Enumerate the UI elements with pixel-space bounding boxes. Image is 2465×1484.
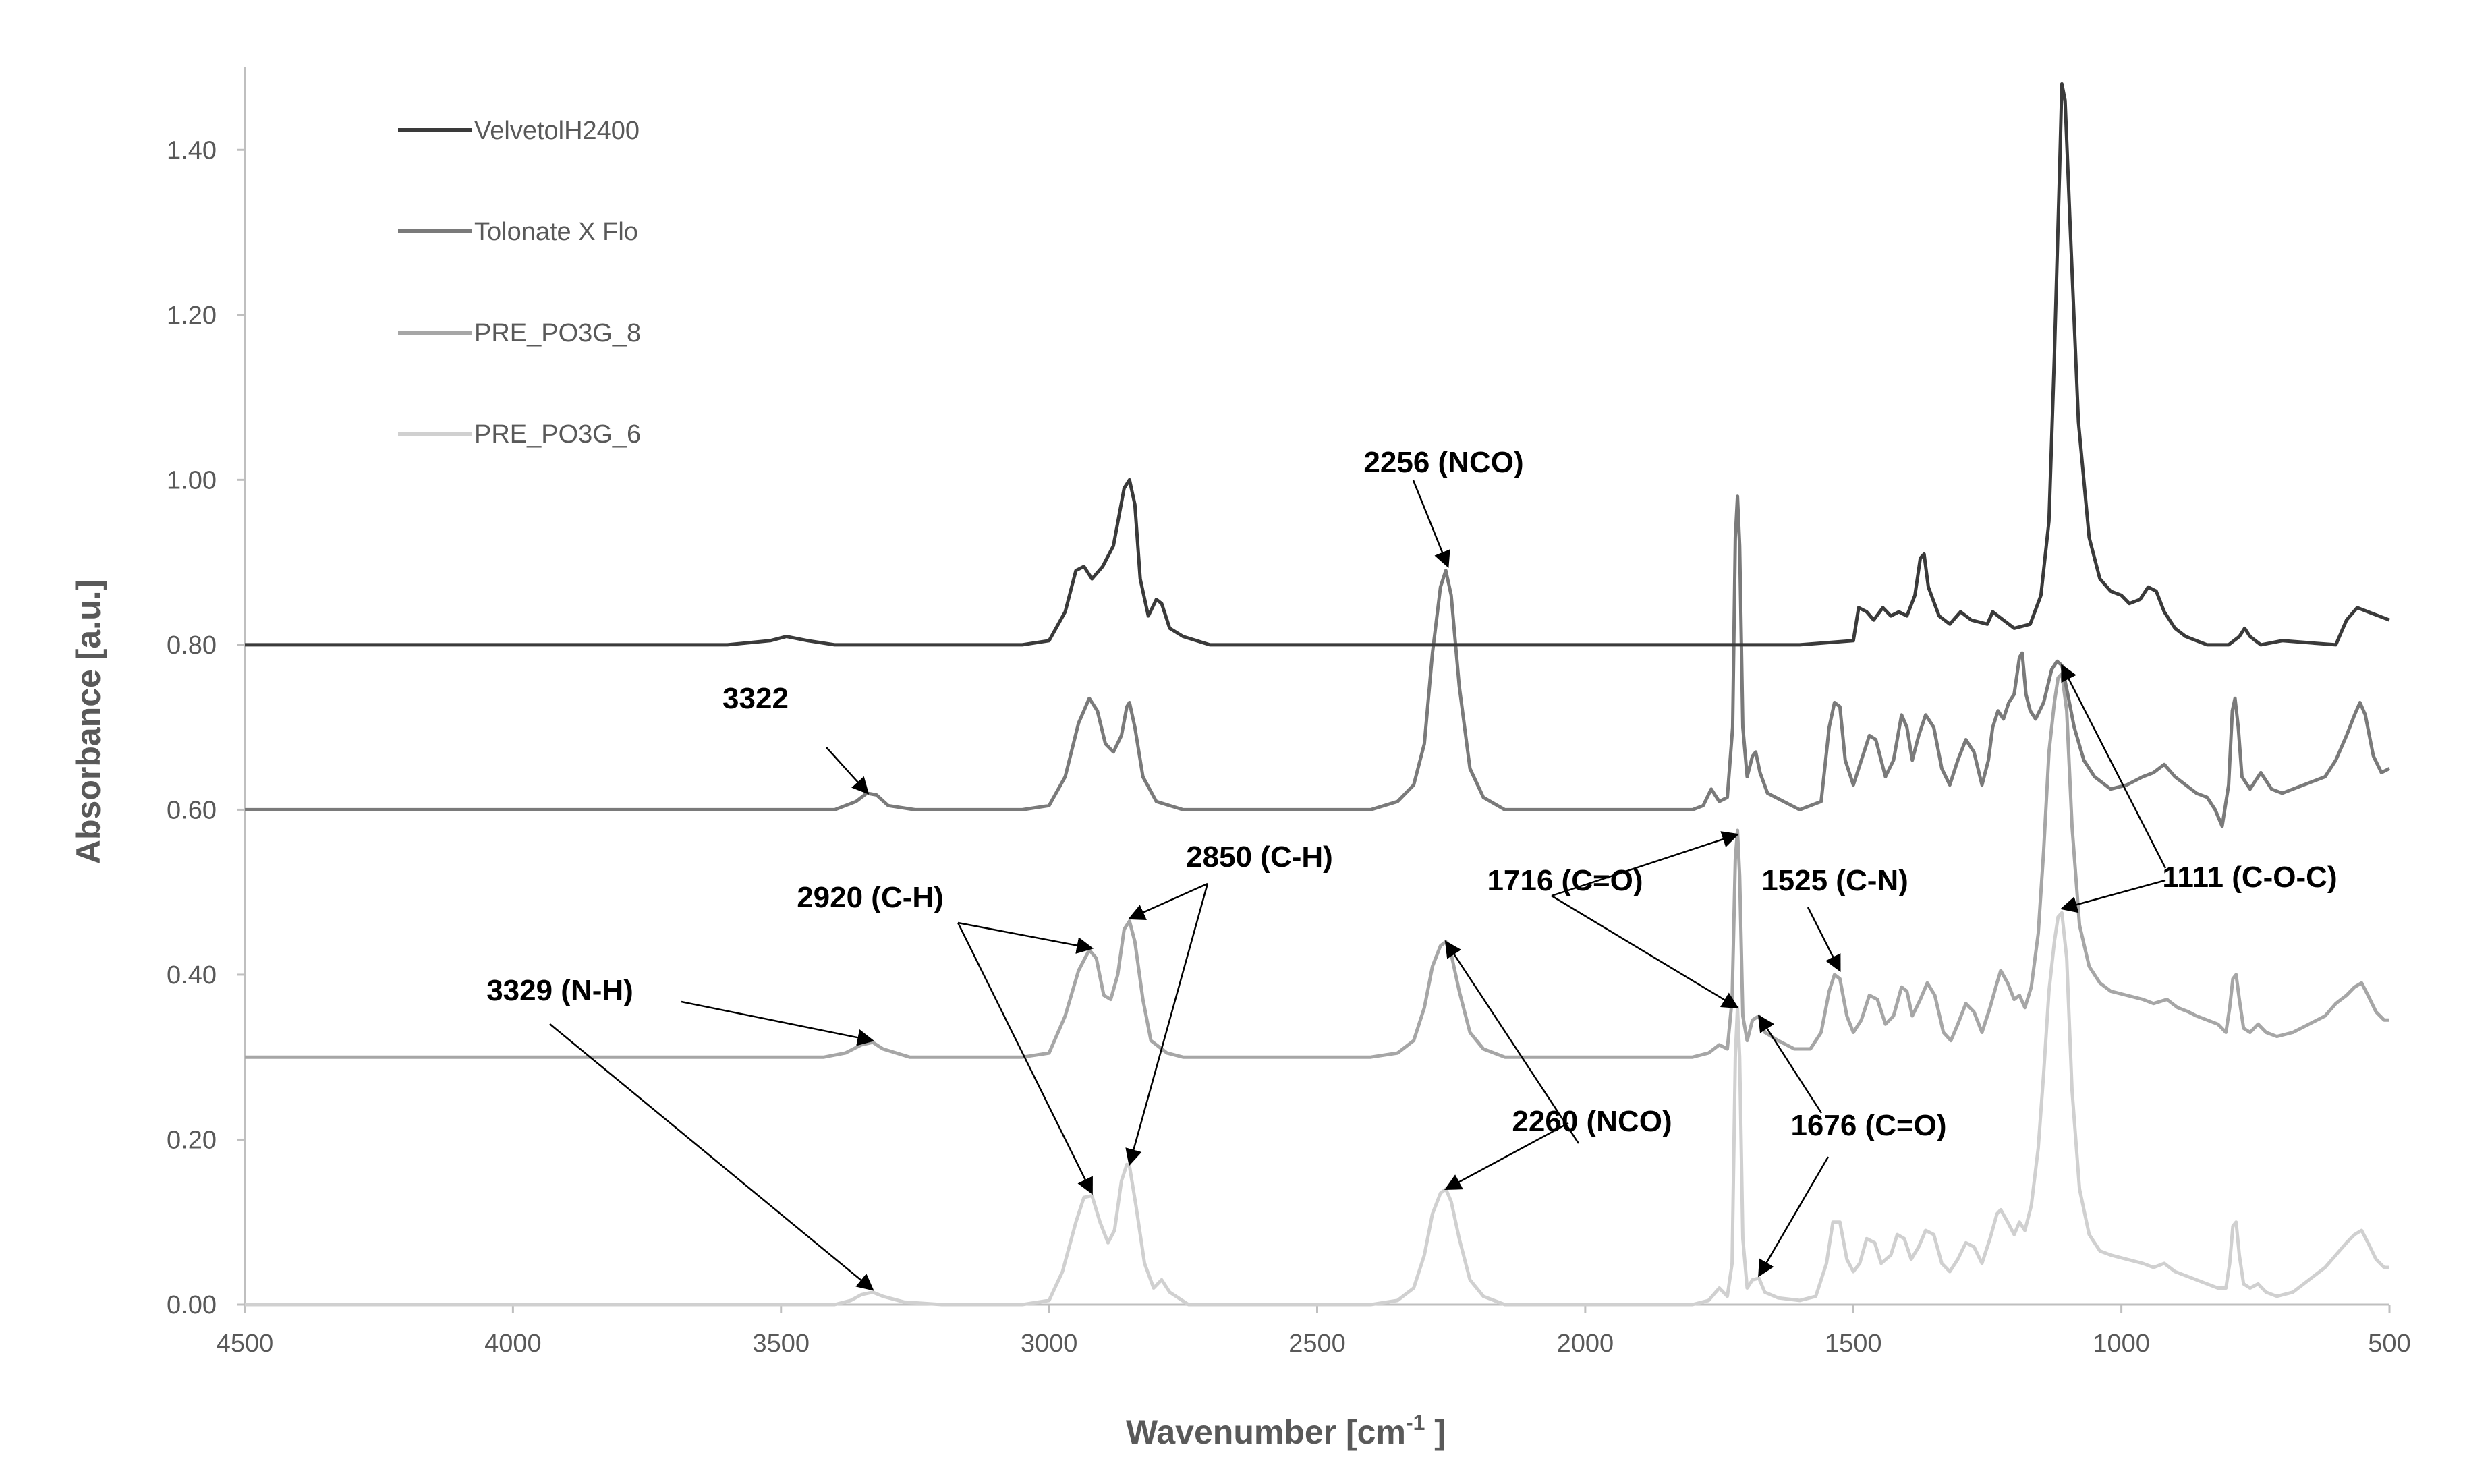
annotation-arrow <box>1412 480 1450 569</box>
x-axis-title-close: ] <box>1425 1413 1446 1451</box>
y-tick-label: 0.80 <box>167 631 217 660</box>
x-axis-title-main: Wavenumber [cm <box>1126 1413 1406 1451</box>
annotation-arrow <box>826 747 870 795</box>
series-line-tolonate-x-flo <box>245 494 2391 828</box>
annotation-label: 3322 <box>722 682 789 715</box>
annotation-arrow <box>1444 940 1580 1144</box>
series-line-pre-po3g-8 <box>245 672 2389 1059</box>
annotation-arrow <box>1807 907 1841 973</box>
annotation-label: 2850 (C-H) <box>1186 840 1333 874</box>
y-tick-label: 0.20 <box>167 1126 217 1154</box>
y-tick-label: 0.60 <box>167 796 217 824</box>
annotation-layer: 2256 (NCO) 3322 2920 (C-H) 2850 (C-H) 3329 (… <box>486 446 2338 1291</box>
annotation-label: 2260 (NCO) <box>1512 1105 1672 1138</box>
legend: VelvetolH2400 Tolonate X Flo PRE_PO3G_8 PRE… <box>398 117 641 449</box>
annotation-label: 1716 (C=O) <box>1487 864 1643 897</box>
annotation-label: 1676 (C=O) <box>1790 1109 1946 1142</box>
x-axis-title: Wavenumber [cm-1 ] <box>1126 1410 1446 1451</box>
annotation-arrow <box>1551 894 1739 1009</box>
annotation-arrow <box>1444 1122 1569 1191</box>
y-tick-label: 1.20 <box>167 302 217 330</box>
series-line-pre-po3g-6 <box>245 911 2389 1307</box>
legend-label: PRE_PO3G_6 <box>474 420 641 449</box>
annotation-label: 3329 (N-H) <box>486 974 633 1007</box>
y-axis: 0.00 0.20 0.40 0.60 0.80 1.00 1.20 1.40 <box>167 136 245 1319</box>
x-tick-label: 1000 <box>2093 1330 2150 1358</box>
annotation-arrow <box>2061 664 2167 869</box>
annotation-label: 2256 (NCO) <box>1363 446 1523 479</box>
x-tick-label: 4500 <box>217 1330 274 1358</box>
x-tick-label: 1500 <box>1825 1330 1882 1358</box>
y-tick-label: 0.40 <box>167 961 217 990</box>
annotation-arrow <box>957 922 1093 1195</box>
annotation-label: 1111 (C-O-C) <box>2162 861 2337 894</box>
y-tick-label: 1.00 <box>167 466 217 494</box>
x-tick-label: 2500 <box>1288 1330 1346 1358</box>
annotation-arrow <box>1758 1156 1830 1278</box>
x-tick-label: 3500 <box>752 1330 810 1358</box>
x-axis: 4500 4000 3500 3000 2500 2000 1500 1000 500 <box>217 1305 2411 1358</box>
y-tick-label: 0.00 <box>167 1291 217 1319</box>
series-layer <box>245 82 2391 1307</box>
x-tick-label: 4000 <box>484 1330 542 1358</box>
annotation-arrow <box>957 921 1094 954</box>
series-line-velvetolh2400 <box>245 82 2390 647</box>
annotation-label: 1525 (C-N) <box>1761 864 1908 897</box>
x-axis-title-sup: -1 <box>1406 1410 1425 1435</box>
annotation-arrow <box>549 1023 874 1291</box>
y-tick-label: 1.40 <box>167 136 217 165</box>
legend-label: PRE_PO3G_8 <box>474 319 641 347</box>
x-tick-label: 3000 <box>1021 1330 1078 1358</box>
legend-label: VelvetolH2400 <box>474 117 640 145</box>
legend-label: Tolonate X Flo <box>474 218 638 246</box>
x-tick-label: 500 <box>2368 1330 2410 1358</box>
y-axis-title: Absorbance [a.u.] <box>69 579 107 864</box>
annotation-arrow <box>1551 831 1739 897</box>
annotation-arrow <box>1125 883 1209 1166</box>
x-tick-label: 2000 <box>1557 1330 1614 1358</box>
annotation-label: 2920 (C-H) <box>797 881 944 914</box>
annotation-arrow <box>1758 1014 1823 1114</box>
annotation-arrow <box>681 1000 875 1046</box>
annotation-arrow <box>2060 879 2166 913</box>
annotation-arrow <box>1128 882 1208 921</box>
